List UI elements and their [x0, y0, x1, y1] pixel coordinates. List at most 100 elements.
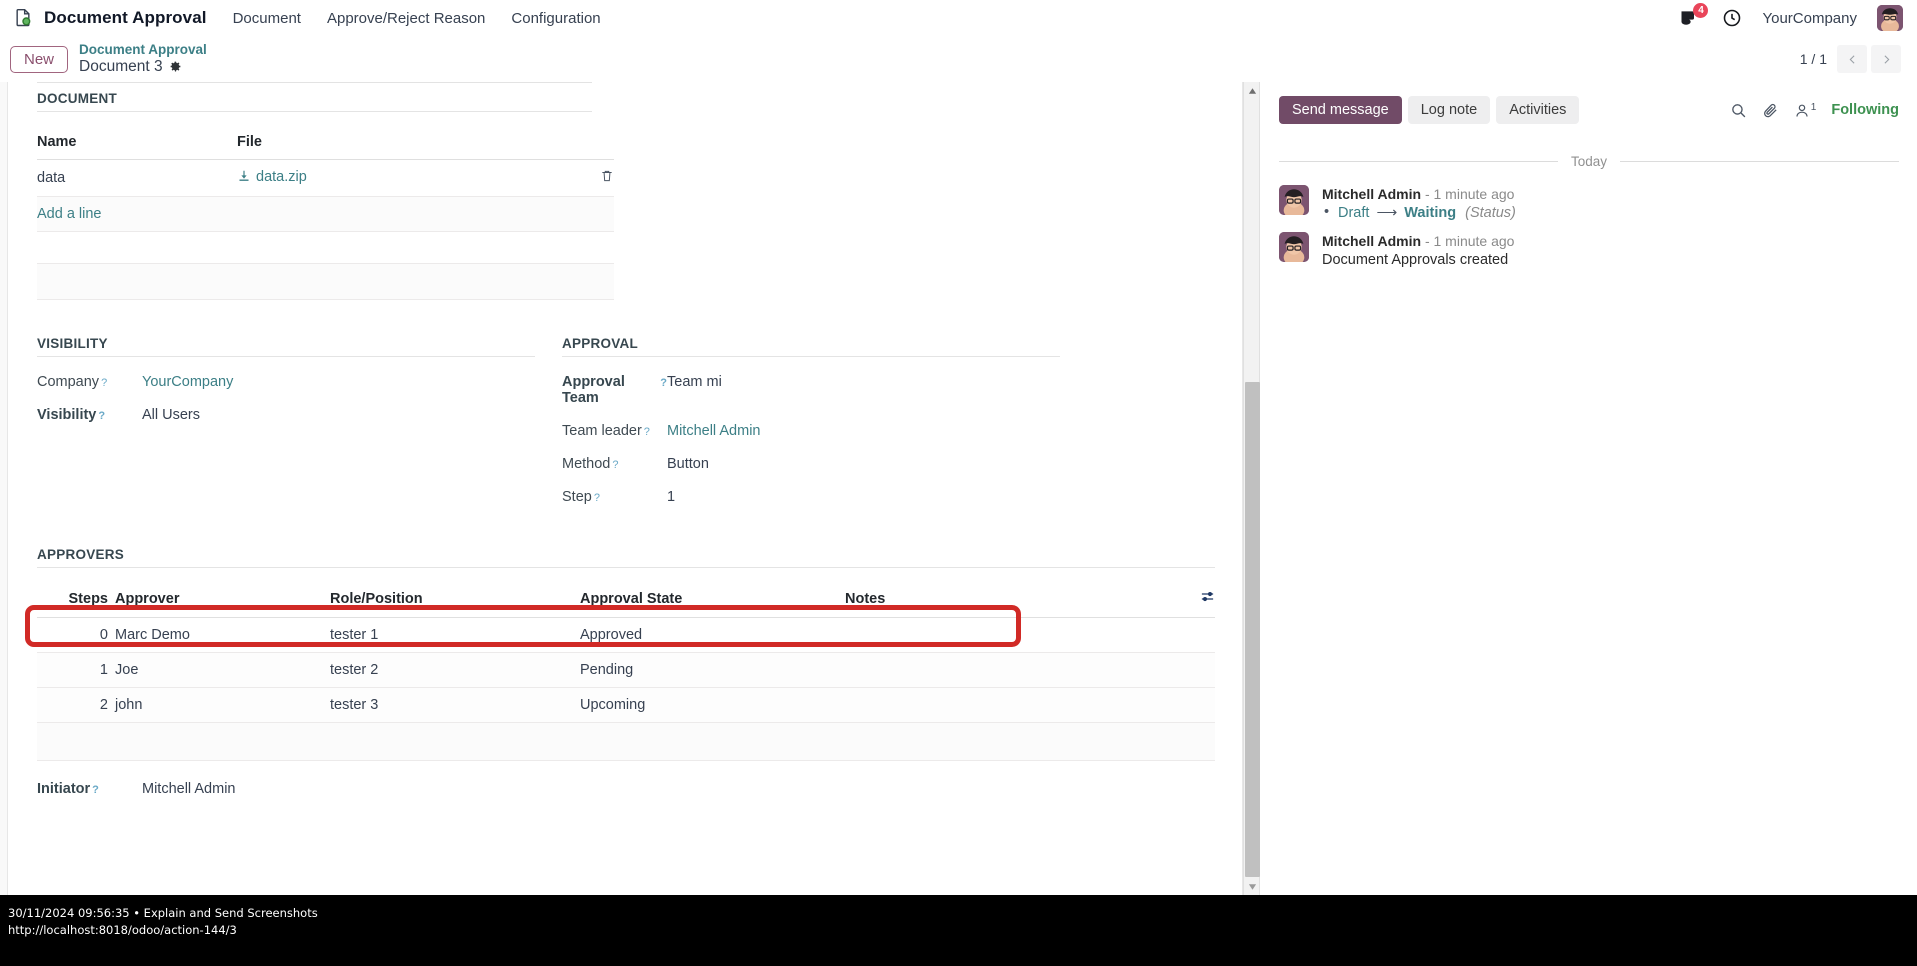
- column-header-role-position[interactable]: Role/Position: [330, 586, 580, 618]
- cell-role[interactable]: tester 1: [330, 617, 580, 653]
- cell-steps[interactable]: 0: [37, 617, 115, 653]
- column-header-file[interactable]: File: [237, 130, 557, 160]
- activities-button[interactable]: Activities: [1496, 96, 1580, 124]
- column-header-approval-state[interactable]: Approval State: [580, 586, 845, 618]
- approvers-footer-row: [37, 722, 1215, 761]
- cell-row-actions: [1175, 687, 1215, 723]
- avatar[interactable]: [1279, 185, 1309, 215]
- breadcrumb-current: Document 3: [79, 58, 207, 76]
- help-icon[interactable]: ?: [101, 377, 108, 389]
- status-badge[interactable]: Approved: [580, 617, 845, 653]
- message-author[interactable]: Mitchell Admin: [1322, 186, 1422, 202]
- field-value-step[interactable]: 1: [667, 489, 676, 505]
- menu-item-document[interactable]: Document: [232, 9, 301, 27]
- help-icon[interactable]: ?: [643, 426, 650, 438]
- column-header-steps[interactable]: Steps: [37, 586, 115, 618]
- tracking-new-value: Waiting: [1404, 205, 1457, 221]
- table-row[interactable]: data data.zip: [37, 159, 614, 197]
- menu-item-configuration[interactable]: Configuration: [511, 9, 601, 27]
- table-row[interactable]: 2 john tester 3 Upcoming: [37, 687, 1215, 723]
- send-message-button[interactable]: Send message: [1279, 96, 1402, 124]
- approval-group-title: APPROVAL: [562, 336, 639, 351]
- followers-button[interactable]: 1: [1794, 101, 1817, 119]
- company-name[interactable]: YourCompany: [1762, 9, 1857, 27]
- table-row[interactable]: 0 Marc Demo tester 1 Approved: [37, 617, 1215, 653]
- help-icon[interactable]: ?: [660, 377, 667, 389]
- sliders-icon[interactable]: [1200, 591, 1215, 608]
- avatar[interactable]: [1279, 232, 1309, 262]
- column-header-approver[interactable]: Approver: [115, 586, 330, 618]
- cell-role[interactable]: tester 2: [330, 652, 580, 688]
- help-icon[interactable]: ?: [92, 784, 99, 796]
- document-approval-app-icon[interactable]: [12, 7, 34, 29]
- followers-count: 1: [1810, 101, 1817, 113]
- add-a-line-cell[interactable]: Add a line: [37, 196, 614, 232]
- cell-delete[interactable]: [557, 159, 614, 197]
- paperclip-icon[interactable]: [1762, 102, 1779, 119]
- add-a-line-link[interactable]: Add a line: [37, 206, 102, 222]
- cell-approver[interactable]: john: [115, 687, 330, 723]
- message-author[interactable]: Mitchell Admin: [1322, 233, 1422, 249]
- column-header-name[interactable]: Name: [37, 130, 237, 160]
- gear-icon[interactable]: [169, 60, 182, 73]
- cell-steps[interactable]: 1: [37, 652, 115, 688]
- arrow-right-icon: ⟶: [1376, 205, 1398, 221]
- cell-document-file[interactable]: data.zip: [237, 159, 557, 197]
- field-value-company[interactable]: YourCompany: [142, 374, 234, 390]
- chevron-left-icon[interactable]: [1837, 45, 1867, 73]
- table-row[interactable]: 1 Joe tester 2 Pending: [37, 652, 1215, 688]
- cell-role[interactable]: tester 3: [330, 687, 580, 723]
- scrollbar-thumb[interactable]: [1245, 382, 1260, 877]
- log-note-button[interactable]: Log note: [1407, 96, 1491, 124]
- field-value-visibility[interactable]: All Users: [142, 407, 201, 423]
- cell-notes[interactable]: [845, 687, 1175, 723]
- status-bar-line2: http://localhost:8018/odoo/action-144/3: [8, 922, 237, 937]
- app-title[interactable]: Document Approval: [44, 8, 207, 27]
- message-header: Mitchell Admin - 1 minute ago: [1322, 233, 1514, 249]
- scroll-up-icon[interactable]: [1244, 82, 1261, 99]
- add-a-line-row[interactable]: Add a line: [37, 196, 614, 232]
- chevron-right-icon[interactable]: [1871, 45, 1901, 73]
- message-text: Document Approvals created: [1322, 252, 1509, 268]
- approvers-table-header: Steps Approver Role/Position Approval St…: [37, 586, 1215, 618]
- menu-item-approve-reject-reason[interactable]: Approve/Reject Reason: [326, 9, 486, 27]
- cell-steps[interactable]: 2: [37, 687, 115, 723]
- person-icon[interactable]: [1794, 102, 1810, 119]
- search-icon[interactable]: [1730, 102, 1747, 119]
- trash-icon[interactable]: [600, 170, 614, 187]
- field-value-method[interactable]: Button: [667, 456, 709, 472]
- message-header: Mitchell Admin - 1 minute ago: [1322, 186, 1516, 202]
- cell-notes[interactable]: [845, 617, 1175, 653]
- following-toggle[interactable]: Following: [1831, 102, 1899, 118]
- cell-row-actions: [1175, 652, 1215, 688]
- cell-approver[interactable]: Joe: [115, 652, 330, 688]
- status-badge[interactable]: Pending: [580, 652, 845, 688]
- scroll-down-icon[interactable]: [1244, 878, 1261, 895]
- cell-approver[interactable]: Marc Demo: [115, 617, 330, 653]
- field-row-company: Company ? YourCompany: [37, 374, 535, 390]
- cell-notes[interactable]: [845, 652, 1175, 688]
- optional-columns-toggle[interactable]: [1175, 586, 1215, 618]
- download-icon[interactable]: [237, 169, 251, 187]
- field-value-team-leader[interactable]: Mitchell Admin: [667, 423, 761, 439]
- chat-bubble-icon[interactable]: 4: [1678, 3, 1709, 29]
- cell-document-name[interactable]: data: [37, 159, 237, 197]
- field-value-initiator[interactable]: Mitchell Admin: [142, 781, 236, 797]
- avatar[interactable]: [1877, 5, 1903, 31]
- navbar-right-tools: 4 YourCompany: [1678, 3, 1903, 31]
- new-button[interactable]: New: [10, 45, 69, 73]
- day-separator-label: Today: [1570, 154, 1608, 169]
- column-header-notes[interactable]: Notes: [845, 586, 1175, 618]
- help-icon[interactable]: ?: [98, 410, 106, 422]
- status-badge[interactable]: Upcoming: [580, 687, 845, 723]
- form-vertical-scrollbar[interactable]: [1243, 82, 1260, 895]
- tracking-old-value: Draft: [1338, 205, 1370, 221]
- field-value-approval-team[interactable]: Team mi: [667, 374, 722, 390]
- help-icon[interactable]: ?: [612, 459, 619, 471]
- document-file-link[interactable]: data.zip: [256, 169, 307, 185]
- chatter-tools: 1 Following: [1730, 102, 1899, 119]
- messages-badge: 4: [1693, 3, 1709, 18]
- clock-icon[interactable]: [1722, 7, 1742, 29]
- help-icon[interactable]: ?: [593, 492, 600, 504]
- breadcrumb-parent[interactable]: Document Approval: [79, 41, 207, 57]
